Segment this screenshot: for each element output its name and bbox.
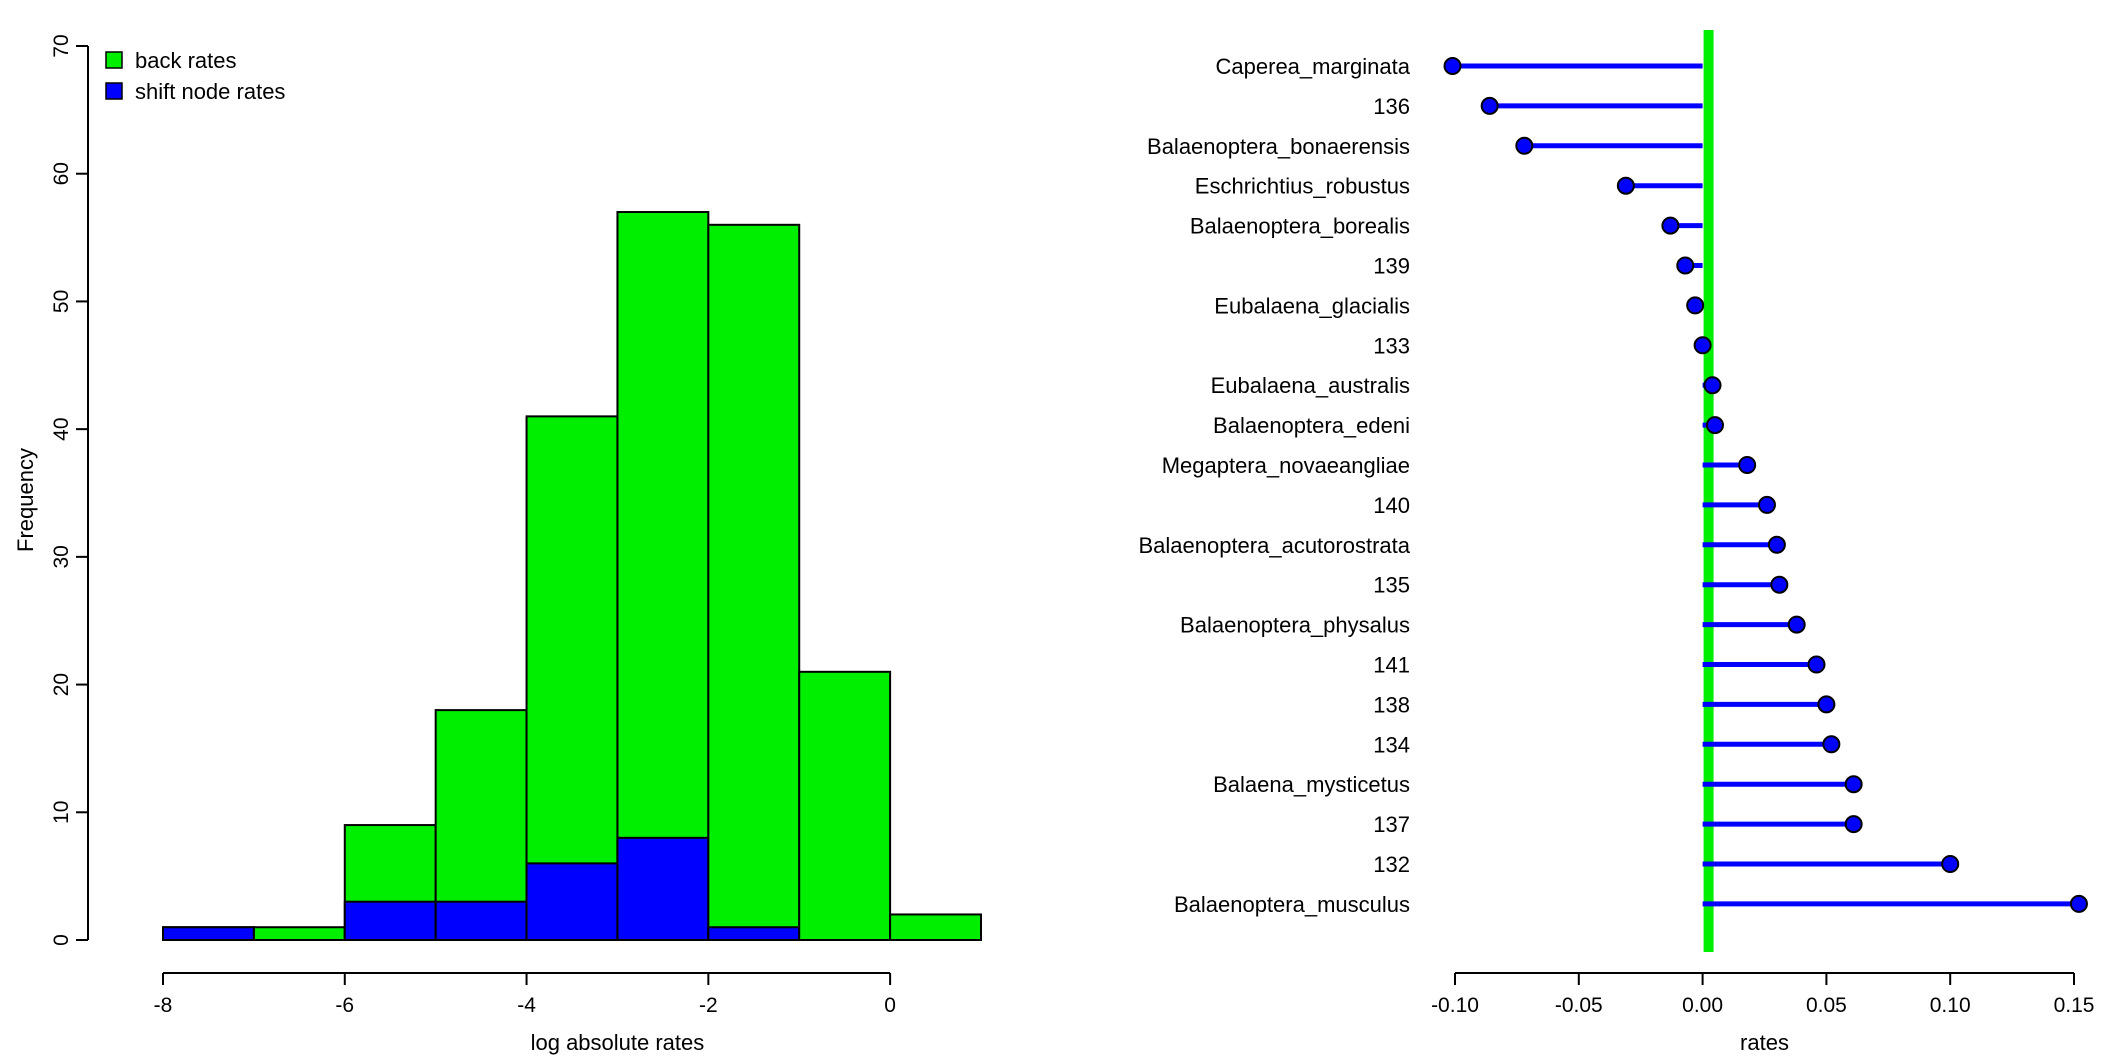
legend-label: shift node rates: [135, 79, 285, 104]
histogram-y-tick-label: 10: [50, 801, 73, 824]
rate-point: [1515, 136, 1534, 155]
lollipop-row-label: 137: [1373, 812, 1410, 837]
back-rates-bar: [525, 415, 619, 942]
lollipop-row-label: Caperea_marginata: [1216, 54, 1411, 79]
rate-point: [1480, 96, 1499, 115]
histogram-bars: [162, 211, 982, 942]
lollipop-row-label: 141: [1373, 653, 1410, 678]
lollipop-x-tick-label: -0.05: [1555, 994, 1603, 1017]
lollipop-row-label: Balaena_mysticetus: [1213, 772, 1410, 797]
lollipop-row-label: Balaenoptera_borealis: [1190, 214, 1410, 239]
lollipop-axes: -0.10 -0.05 0.00 0.05 0.10 0.15: [1431, 972, 2095, 1017]
lollipop-row-label: 133: [1373, 333, 1410, 358]
lollipop-row-label: Eschrichtius_robustus: [1195, 174, 1410, 199]
legend-label: back rates: [135, 48, 237, 73]
histogram-x-axis-label: log absolute rates: [531, 1030, 705, 1055]
back-rates-bar: [798, 670, 892, 941]
rate-point: [1661, 216, 1680, 235]
lollipop-row-label: Balaenoptera_musculus: [1174, 892, 1410, 917]
histogram-y-tick-label: 50: [50, 290, 73, 313]
rate-point: [1705, 416, 1724, 435]
lollipop-x-axis-label: rates: [1740, 1030, 1789, 1055]
back-rates-bar: [616, 211, 710, 941]
lollipop-panel: Caperea_marginata 136 Balaenoptera_bonaere…: [1138, 30, 2094, 1055]
rate-point: [1738, 456, 1757, 474]
rate-point: [1676, 256, 1695, 275]
legend-swatch: [105, 51, 123, 69]
histogram-y-tick-label: 70: [50, 34, 73, 57]
rate-point: [1787, 615, 1806, 634]
lollipop-row-label: 132: [1373, 852, 1410, 877]
back-rates-bar: [889, 913, 982, 942]
lollipop-row-label: Balaenoptera_bonaerensis: [1147, 134, 1410, 159]
histogram-y-tick-label: 30: [50, 545, 73, 568]
lollipop-labels: Caperea_marginata 136 Balaenoptera_bonaere…: [1138, 54, 1410, 917]
lollipop-row-label: 139: [1373, 254, 1410, 279]
rate-point: [1817, 695, 1836, 714]
lollipop-row-label: Balaenoptera_physalus: [1180, 613, 1410, 638]
lollipop-row-label: 140: [1373, 493, 1410, 518]
shift-node-rates-bar: [343, 900, 437, 942]
rate-point: [1941, 855, 1960, 873]
rate-point: [1844, 815, 1863, 834]
lollipop-x-tick-label: -0.10: [1431, 994, 1479, 1017]
rate-point: [1844, 775, 1863, 794]
lollipop-row-label: Megaptera_novaeangliae: [1162, 453, 1410, 478]
lollipop-row-label: 138: [1373, 692, 1410, 717]
rate-point: [1616, 176, 1635, 195]
lollipop-x-tick-label: 0.10: [1930, 994, 1971, 1017]
legend-swatch: [105, 82, 123, 100]
lollipop-row-label: 135: [1373, 573, 1410, 598]
lollipop-x-tick-label: 0.15: [2054, 994, 2095, 1017]
histogram-y-tick-label: 40: [50, 417, 73, 440]
rate-point: [1757, 495, 1776, 514]
rate-point: [1807, 655, 1826, 674]
lollipop-marks: [1443, 57, 2088, 913]
histogram-x-tick-label: -6: [335, 994, 354, 1017]
back-rates-bar: [252, 926, 346, 942]
rate-point: [1703, 376, 1722, 395]
lollipop-row-label: Balaenoptera_acutorostrata: [1138, 533, 1410, 558]
lollipop-x-tick-label: 0.00: [1682, 994, 1723, 1017]
rate-point: [1693, 336, 1712, 355]
shift-node-rates-bar: [616, 836, 710, 941]
rate-point: [1822, 735, 1841, 754]
histogram-axes: -8 -6 -4 -2 0 0 10 20 30 40 50 60 70: [50, 34, 896, 1017]
shift-node-rates-bar: [525, 862, 619, 941]
rate-point: [1686, 296, 1705, 315]
histogram-x-tick-label: -8: [154, 994, 173, 1017]
histogram-legend: back rates shift node rates: [105, 48, 285, 104]
shift-node-rates-bar: [707, 926, 801, 942]
lollipop-row-label: Balaenoptera_edeni: [1213, 413, 1410, 438]
lollipop-row-label: Eubalaena_australis: [1211, 373, 1410, 398]
rate-point: [1767, 535, 1786, 554]
lollipop-row-label: 134: [1373, 732, 1410, 757]
histogram-y-tick-label: 20: [50, 673, 73, 696]
histogram-y-tick-label: 0: [50, 934, 73, 946]
histogram-panel: -8 -6 -4 -2 0 0 10 20 30 40 50 60 70 back rates shift…: [13, 34, 982, 1055]
histogram-y-axis-label: Frequency: [13, 448, 38, 552]
histogram-x-tick-label: -4: [517, 994, 536, 1017]
shift-node-rates-bar: [434, 900, 528, 942]
histogram-y-tick-label: 60: [50, 162, 73, 185]
lollipop-x-tick-label: 0.05: [1806, 994, 1847, 1017]
histogram-x-tick-label: 0: [884, 994, 896, 1017]
rate-point: [2069, 894, 2088, 913]
rate-point: [1770, 575, 1789, 594]
histogram-x-tick-label: -2: [699, 994, 718, 1017]
rate-point: [1443, 57, 1462, 75]
back-rates-bar: [707, 223, 801, 942]
shift-node-rates-bar: [162, 926, 255, 942]
lollipop-row-label: 136: [1373, 94, 1410, 119]
lollipop-row-label: Eubalaena_glacialis: [1214, 293, 1410, 318]
